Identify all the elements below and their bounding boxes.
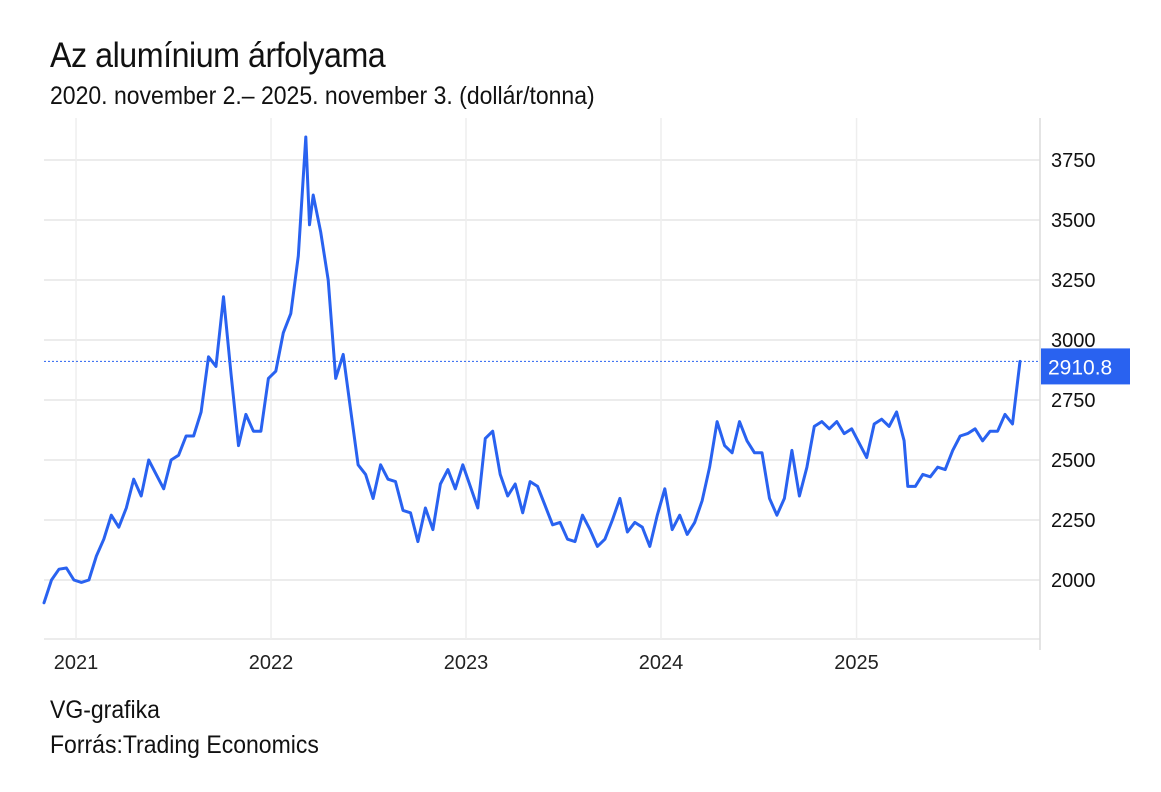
svg-text:2910.8: 2910.8 (1048, 356, 1112, 379)
svg-text:3250: 3250 (1051, 270, 1096, 292)
x-axis-labels: 2021 2022 2023 2024 2025 (54, 652, 879, 674)
svg-text:2025: 2025 (834, 652, 879, 674)
svg-text:2021: 2021 (54, 652, 99, 674)
chart-subtitle: 2020. november 2.– 2025. november 3. (do… (50, 82, 595, 110)
gridlines (44, 118, 1040, 640)
svg-text:2022: 2022 (249, 652, 294, 674)
svg-text:3000: 3000 (1051, 330, 1096, 352)
svg-text:2500: 2500 (1051, 450, 1096, 472)
credit-text: VG-grafika (50, 696, 160, 724)
svg-text:3500: 3500 (1051, 210, 1096, 232)
last-value-badge: 2910.8 (1041, 348, 1130, 385)
svg-text:3750: 3750 (1051, 150, 1096, 172)
svg-text:2750: 2750 (1051, 390, 1096, 412)
svg-text:2250: 2250 (1051, 510, 1096, 532)
svg-text:2023: 2023 (444, 652, 489, 674)
svg-text:2000: 2000 (1051, 570, 1096, 592)
svg-text:2024: 2024 (639, 652, 684, 674)
y-axis-labels: 2000 2250 2500 2750 3000 3250 3500 3750 (1051, 150, 1096, 592)
price-line (42, 135, 1022, 605)
chart-title: Az alumínium árfolyama (50, 36, 386, 75)
source-text: Forrás:Trading Economics (50, 731, 319, 759)
